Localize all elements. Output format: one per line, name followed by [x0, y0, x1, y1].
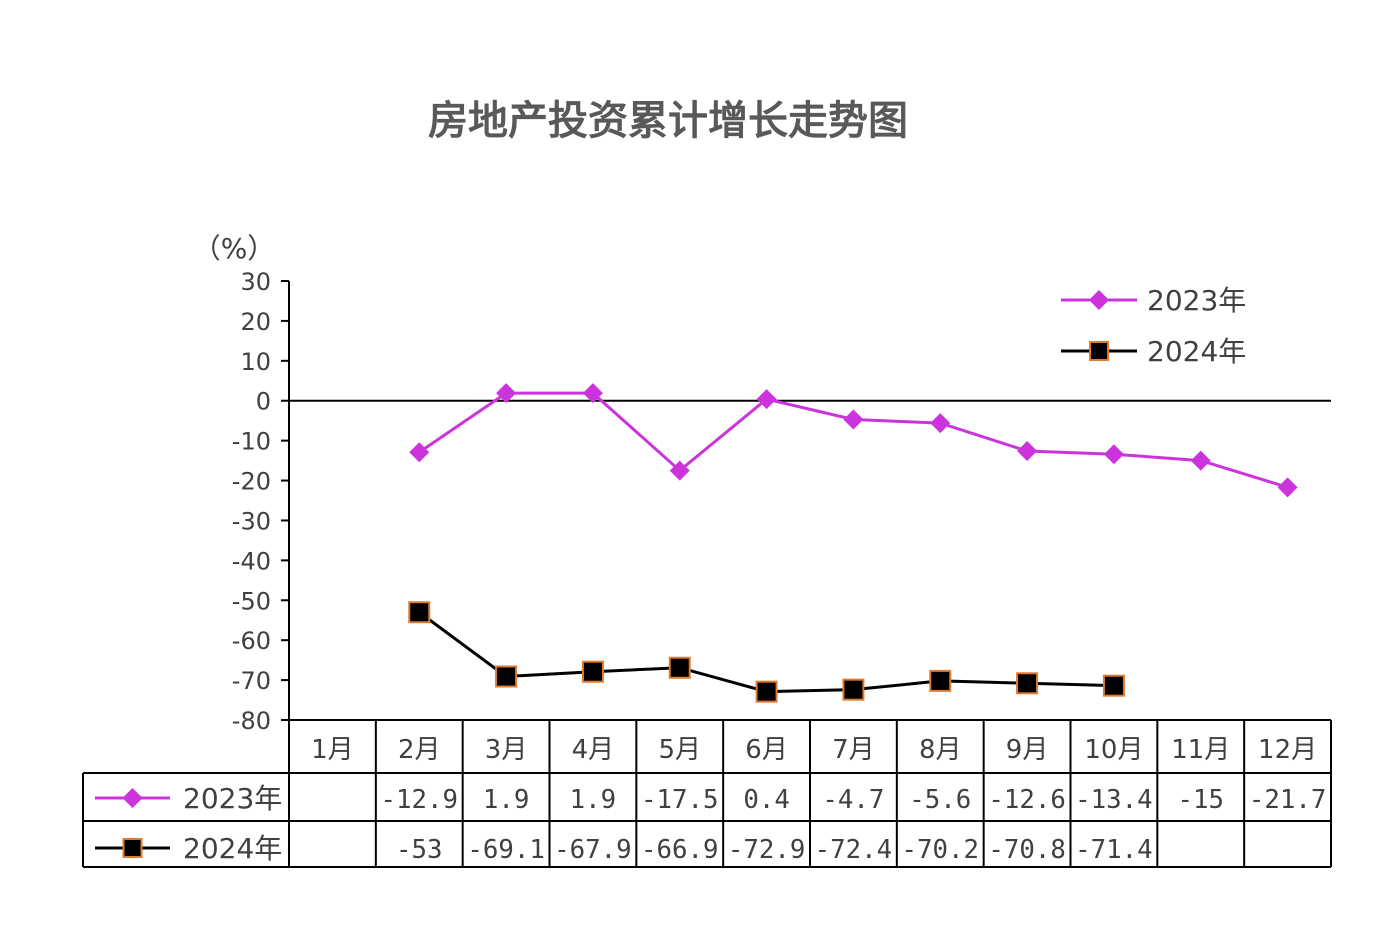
table-cell-value: -21.7 — [1249, 785, 1327, 815]
y-tick-label: -20 — [232, 468, 271, 496]
series-marker — [582, 383, 603, 404]
legend-label: 2023年 — [1147, 284, 1246, 317]
x-tick-label: 12月 — [1258, 735, 1317, 765]
y-tick-label: 0 — [256, 388, 271, 416]
y-tick-label: -50 — [232, 587, 271, 615]
table-cell-value: -4.7 — [822, 785, 884, 815]
x-tick-label: 3月 — [485, 735, 528, 765]
series-marker — [930, 413, 951, 434]
table-cell-value: -67.9 — [554, 835, 632, 865]
axes: 30 20 10 0 -10 -20 -30 -40 -50 -60 -70 -80 — [232, 268, 1331, 735]
series-marker — [842, 678, 865, 701]
table-cell-value: -15 — [1178, 785, 1225, 815]
y-tick-label: 20 — [240, 308, 271, 336]
series-marker — [669, 460, 690, 481]
table-cell-value: -5.6 — [909, 785, 971, 815]
series-marker — [843, 409, 864, 430]
y-axis-unit: （%） — [193, 232, 276, 265]
x-tick-label: 11月 — [1171, 735, 1230, 765]
table-cell-value: -69.1 — [467, 835, 545, 865]
table-legend-key-1 — [95, 838, 170, 858]
legend: 2023年 2024年 — [1061, 284, 1246, 368]
y-tick-label: 30 — [240, 268, 271, 296]
x-tick-label: 2月 — [398, 735, 441, 765]
series-marker — [495, 665, 518, 688]
y-tick-label: -30 — [232, 507, 271, 535]
table-cell-value: -70.8 — [988, 835, 1066, 865]
table-legend-key-0 — [95, 788, 170, 808]
series-line — [418, 611, 1114, 694]
series-marker — [496, 383, 517, 404]
y-tick-label: -40 — [232, 547, 271, 575]
series-lines — [408, 383, 1298, 703]
series-marker — [1102, 674, 1125, 697]
series-marker — [929, 669, 952, 692]
series-marker — [122, 838, 143, 858]
series-marker — [1089, 290, 1109, 310]
legend-label: 2024年 — [1147, 335, 1246, 368]
x-tick-label: 6月 — [745, 735, 788, 765]
table-cell-value: -53 — [396, 835, 443, 865]
series-marker — [408, 601, 431, 624]
table-cell-value: -72.9 — [728, 835, 806, 865]
table-cell-value: -70.2 — [902, 835, 980, 865]
chart-title: 房地产投资累计增长走势图 — [428, 98, 908, 144]
series-marker — [1190, 450, 1211, 471]
x-tick-label: 4月 — [572, 735, 615, 765]
table-cell-value: -66.9 — [641, 835, 719, 865]
series-marker — [409, 442, 430, 463]
table-cell-value: -12.9 — [381, 785, 459, 815]
table-series-name: 2023年 — [183, 782, 282, 815]
y-tick-label: -70 — [232, 667, 271, 695]
y-tick-label: -80 — [232, 707, 271, 735]
table-cell-value: -72.4 — [815, 835, 893, 865]
series-marker — [581, 660, 604, 683]
series-marker — [1017, 441, 1038, 462]
data-table: 1月 2月 3月 4月 5月 6月 7月 8月 9月 10月 11月 12月 2023年 -12.9 1.9… — [82, 719, 1332, 868]
table-cell-value: -71.4 — [1075, 835, 1153, 865]
x-tick-label: 5月 — [658, 735, 701, 765]
series-marker — [1277, 477, 1298, 498]
series-marker — [1103, 444, 1124, 465]
series-marker — [122, 788, 143, 808]
x-tick-label: 1月 — [311, 735, 354, 765]
x-tick-label: 10月 — [1084, 735, 1143, 765]
table-cell-value: -17.5 — [641, 785, 719, 815]
series-marker — [668, 656, 691, 679]
table-cell-value: 1.9 — [483, 785, 530, 815]
table-cell-value: 1.9 — [570, 785, 617, 815]
y-tick-label: -60 — [232, 627, 271, 655]
series-marker — [756, 389, 777, 410]
series-line — [418, 391, 1289, 489]
table-cell-value: -12.6 — [988, 785, 1066, 815]
series-marker — [1016, 672, 1039, 695]
series-marker — [1089, 341, 1109, 361]
y-tick-label: 10 — [240, 348, 271, 376]
x-tick-label: 8月 — [919, 735, 962, 765]
x-tick-label: 9月 — [1006, 735, 1049, 765]
table-series-name: 2024年 — [183, 832, 282, 865]
y-tick-label: -10 — [232, 428, 271, 456]
series-marker — [755, 680, 778, 703]
table-cell-value: -13.4 — [1075, 785, 1153, 815]
table-cell-value: 0.4 — [743, 785, 790, 815]
x-tick-label: 7月 — [832, 735, 875, 765]
